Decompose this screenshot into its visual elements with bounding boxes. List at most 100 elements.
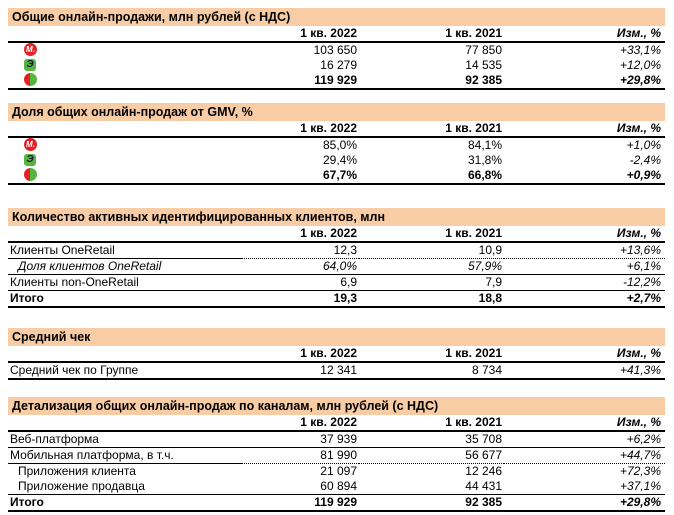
- value-2021: 84,1%: [467, 138, 502, 152]
- value-change: +33,1%: [619, 43, 661, 57]
- value-2022: 21 097: [320, 464, 357, 478]
- table-title: Количество активных идентифицированных к…: [8, 208, 665, 226]
- value-change: +0,9%: [504, 168, 665, 185]
- column-header-change: Изм., %: [504, 416, 665, 432]
- row-label-cell: Веб-платформа: [8, 431, 241, 448]
- header-row: 1 кв. 2022 1 кв. 2021 Изм., %: [8, 416, 665, 432]
- value-2021: 12 246: [465, 464, 502, 478]
- value-change: -12,2%: [504, 274, 665, 291]
- value-2022: 19,3: [241, 290, 359, 308]
- table-title: Детализация общих онлайн-продаж по канал…: [8, 397, 665, 415]
- table-title: Общие онлайн-продажи, млн рублей (с НДС): [8, 8, 665, 26]
- value-change: +29,8%: [504, 73, 665, 90]
- table-row: Клиенты OneRetail 12,3 10,9 +13,6%: [8, 242, 665, 259]
- corner-cell: [8, 347, 241, 363]
- table-row: Э 16 279 14 535 +12,0%: [8, 58, 665, 73]
- value-change: +2,7%: [504, 290, 665, 308]
- table-row: Доля клиентов OneRetail 64,0% 57,9% +6,1%: [8, 258, 665, 275]
- group-logo-icon: [24, 168, 37, 182]
- value-change: +44,7%: [504, 447, 665, 464]
- row-label-cell: [8, 73, 241, 90]
- value-2022: 12 341: [241, 362, 359, 380]
- value-change: +6,2%: [504, 431, 665, 448]
- value-2022: 29,4%: [322, 153, 357, 167]
- row-label: Доля клиентов OneRetail: [18, 259, 162, 273]
- value-2022: 16 279: [320, 58, 357, 72]
- row-label-cell: Приложения клиента: [8, 464, 241, 480]
- value-2022: 119 929: [241, 73, 359, 90]
- value-change: +1,0%: [626, 138, 661, 152]
- row-label-cell: Приложение продавца: [8, 479, 241, 495]
- column-header-2022: 1 кв. 2022: [241, 122, 359, 138]
- row-label-cell: Средний чек по Группе: [8, 362, 241, 380]
- column-header-2021: 1 кв. 2021: [359, 347, 504, 363]
- column-header-2022: 1 кв. 2022: [241, 227, 359, 243]
- value-change: +41,3%: [504, 362, 665, 380]
- value-2022: 85,0%: [322, 138, 357, 152]
- header-row: 1 кв. 2022 1 кв. 2021 Изм., %: [8, 122, 665, 138]
- table-row: 119 929 92 385 +29,8%: [8, 73, 665, 90]
- corner-cell: [8, 416, 241, 432]
- value-2022: 119 929: [241, 494, 359, 512]
- value-change: +13,6%: [504, 242, 665, 259]
- table-row: Итого 19,3 18,8 +2,7%: [8, 290, 665, 308]
- column-header-change: Изм., %: [504, 227, 665, 243]
- table-average-check: Средний чек 1 кв. 2022 1 кв. 2021 Изм., % Ср…: [8, 328, 665, 380]
- value-change: +12,0%: [619, 58, 661, 72]
- row-label: Приложение продавца: [18, 479, 145, 493]
- value-2022: 81 990: [241, 447, 359, 464]
- corner-cell: [8, 227, 241, 243]
- data-table: 1 кв. 2022 1 кв. 2021 Изм., % Клиенты OneRe…: [8, 227, 665, 308]
- header-row: 1 кв. 2022 1 кв. 2021 Изм., %: [8, 227, 665, 243]
- value-2022: 37 939: [241, 431, 359, 448]
- value-2021: 56 677: [359, 447, 504, 464]
- row-label: Веб-платформа: [10, 432, 99, 446]
- value-2021: 35 708: [359, 431, 504, 448]
- value-2021: 14 535: [465, 58, 502, 72]
- value-2022: 12,3: [241, 242, 359, 259]
- row-label-cell: Итого: [8, 494, 241, 512]
- eldorado-logo-icon: Э: [24, 153, 36, 166]
- row-label: Мобильная платформа, в т.ч.: [10, 448, 174, 462]
- value-2021: 44 431: [359, 479, 504, 495]
- row-label: Итого: [10, 495, 44, 509]
- row-label: Клиенты non-OneRetail: [10, 275, 139, 289]
- column-header-change: Изм., %: [504, 122, 665, 138]
- column-header-2021: 1 кв. 2021: [359, 122, 504, 138]
- value-2021: 18,8: [359, 290, 504, 308]
- row-label-cell: Итого: [8, 290, 241, 308]
- value-2021: 92 385: [359, 494, 504, 512]
- row-label-cell: [8, 168, 241, 185]
- row-label-cell: Клиенты OneRetail: [8, 242, 241, 259]
- data-table: 1 кв. 2022 1 кв. 2021 Изм., % М. 85,0% 84,1% +…: [8, 122, 665, 185]
- table-row: М. 103 650 77 850 +33,1%: [8, 42, 665, 58]
- column-header-2022: 1 кв. 2022: [241, 27, 359, 43]
- column-header-change: Изм., %: [504, 347, 665, 363]
- value-change: +72,3%: [619, 464, 661, 478]
- column-header-2021: 1 кв. 2021: [359, 227, 504, 243]
- table-row: Клиенты non-OneRetail 6,9 7,9 -12,2%: [8, 274, 665, 291]
- row-label: Средний чек по Группе: [10, 363, 139, 377]
- table-title: Средний чек: [8, 328, 665, 346]
- value-2021: 10,9: [359, 242, 504, 259]
- group-logo-icon: [24, 73, 37, 87]
- column-header-change: Изм., %: [504, 27, 665, 43]
- table-active-clients: Количество активных идентифицированных к…: [8, 208, 665, 308]
- value-2022: 103 650: [313, 43, 357, 57]
- value-change: -2,4%: [629, 153, 661, 167]
- value-change: +6,1%: [504, 258, 665, 275]
- column-header-2021: 1 кв. 2021: [359, 416, 504, 432]
- value-2021: 7,9: [359, 274, 504, 291]
- value-2022: 6,9: [241, 274, 359, 291]
- mvideo-logo-icon: М.: [24, 138, 37, 152]
- table-title: Доля общих онлайн-продаж от GMV, %: [8, 103, 665, 121]
- column-header-2022: 1 кв. 2022: [241, 416, 359, 432]
- value-change: +29,8%: [504, 494, 665, 512]
- table-row: Итого 119 929 92 385 +29,8%: [8, 494, 665, 512]
- header-row: 1 кв. 2022 1 кв. 2021 Изм., %: [8, 27, 665, 43]
- value-2021: 57,9%: [359, 258, 504, 275]
- table-row: Приложение продавца 60 894 44 431 +37,1%: [8, 479, 665, 495]
- value-2022: 64,0%: [241, 258, 359, 275]
- value-2021: 77 850: [465, 43, 502, 57]
- value-2021: 92 385: [359, 73, 504, 90]
